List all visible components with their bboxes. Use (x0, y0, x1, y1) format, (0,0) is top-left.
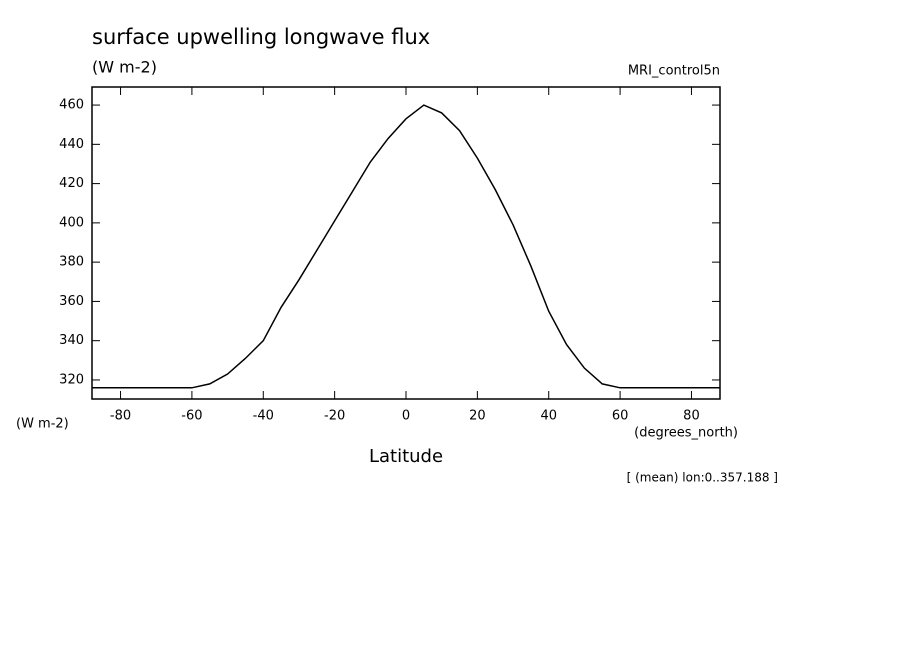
y-tick-label: 380 (59, 255, 84, 270)
dataset-label: MRI_control5n (628, 64, 720, 79)
x-axis-units: (degrees_north) (634, 426, 738, 441)
data-line (92, 104, 720, 389)
annotation: [ (mean) lon:0..357.188 ] (627, 471, 778, 485)
x-tick-label: 40 (540, 409, 557, 424)
y-tick-label: 320 (59, 372, 84, 387)
y-tick-label: 420 (59, 176, 84, 191)
x-tick-label: -60 (181, 409, 202, 424)
y-tick-label: 440 (59, 137, 84, 152)
y-tick-label: 340 (59, 333, 84, 348)
x-tick-label: 60 (612, 409, 629, 424)
x-tick-label: -40 (253, 409, 274, 424)
x-axis-label: Latitude (369, 446, 443, 467)
y-tick-label: 360 (59, 294, 84, 309)
plot-frame (91, 86, 721, 400)
x-tick-label: 0 (402, 409, 410, 424)
y-tick-label: 400 (59, 215, 84, 230)
chart-title: surface upwelling longwave flux (92, 25, 430, 49)
x-tick-label: -80 (110, 409, 131, 424)
x-tick-label: 80 (683, 409, 700, 424)
x-tick-label: -20 (324, 409, 345, 424)
y-tick-label: 460 (59, 98, 84, 113)
units: (W m-2) (92, 58, 157, 77)
y-axis-label: (W m-2) (16, 417, 69, 432)
x-tick-label: 20 (469, 409, 486, 424)
